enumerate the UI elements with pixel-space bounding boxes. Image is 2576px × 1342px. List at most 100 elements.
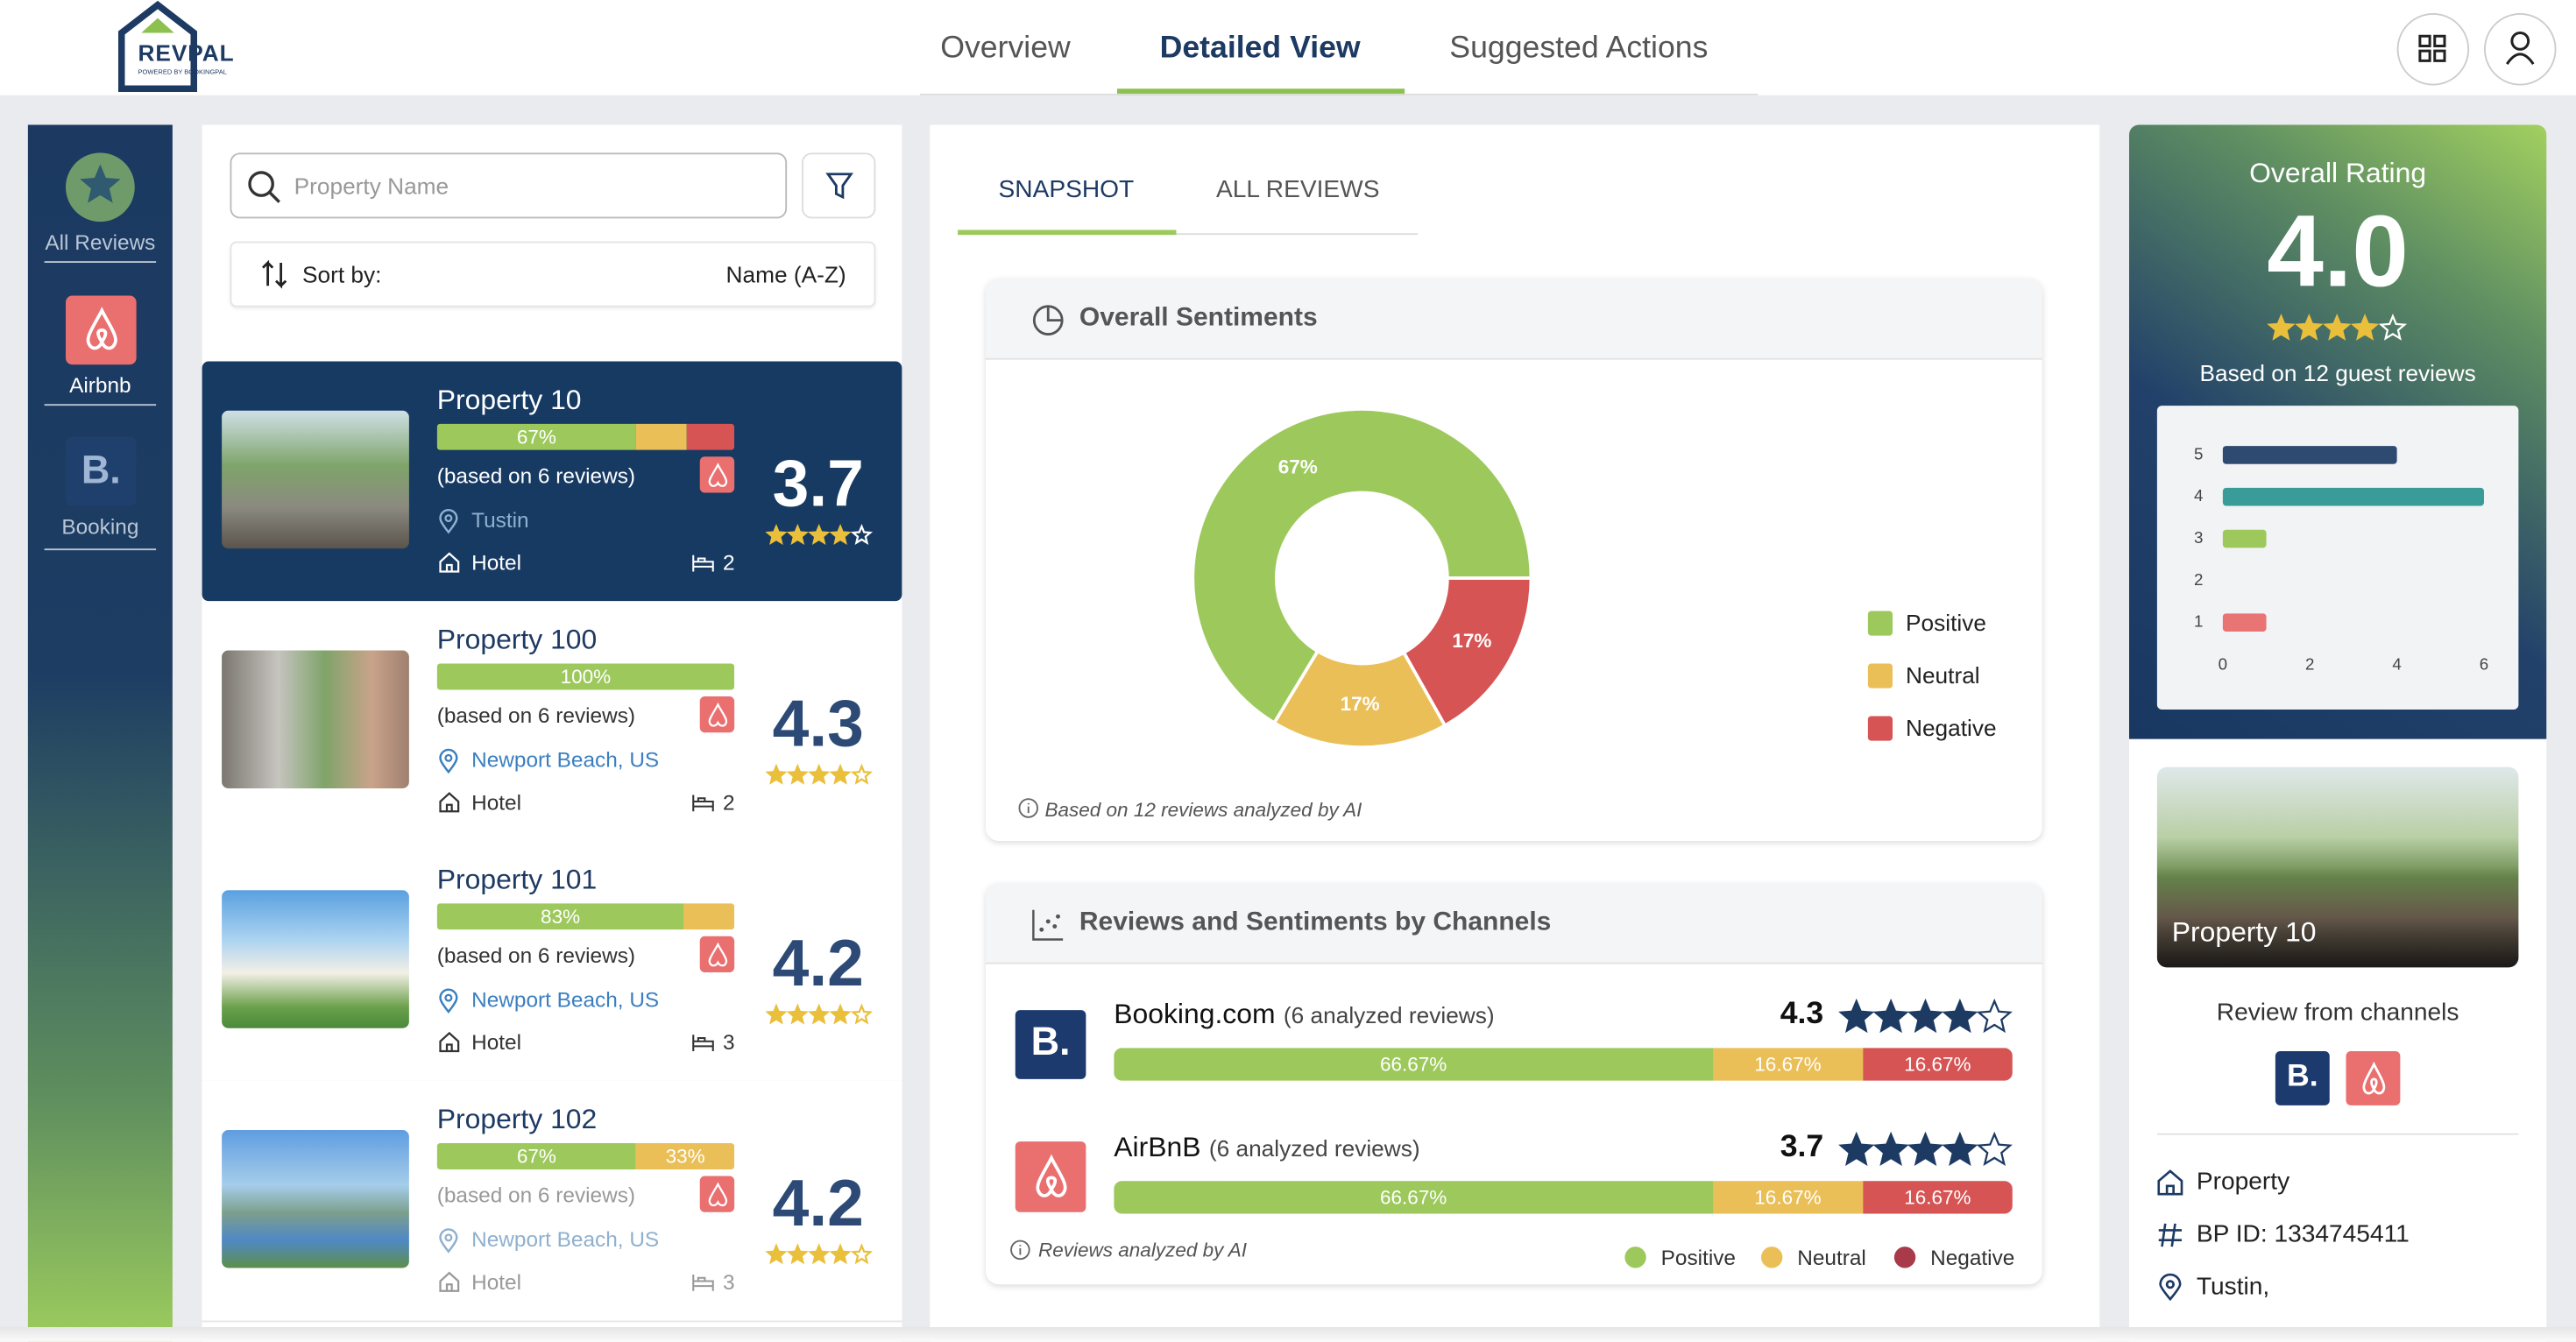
legend-label: Negative: [1930, 1245, 2015, 1270]
sentiment-segment: [636, 423, 687, 450]
sidebar-item[interactable]: [44, 152, 157, 263]
pin-dot: [444, 993, 453, 1002]
location: Tustin: [471, 507, 529, 533]
sentiment-card: Overall Sentiments Based on 12 reviews a…: [986, 279, 2042, 841]
bed-icon: [692, 795, 714, 812]
booking-logo: [1015, 1010, 1086, 1079]
home-icon: [439, 1031, 460, 1053]
sentiment-segment: 33%: [636, 1143, 735, 1169]
rooms: 2: [723, 789, 735, 815]
sentiment-bar: 67% 33%: [436, 1143, 735, 1169]
star-filled: [1872, 998, 1909, 1034]
rooms: 3: [723, 1029, 735, 1055]
detail-tab[interactable]: ALL REVIEWS: [1215, 175, 1380, 204]
location: Newport Beach, US: [471, 747, 660, 773]
filter-button[interactable]: [802, 152, 876, 219]
property-photo: [222, 410, 409, 549]
apps-button[interactable]: [2396, 13, 2470, 86]
profile-button[interactable]: [2484, 13, 2557, 86]
channel-name: AirBnB (6 analyzed reviews): [1114, 1132, 1419, 1165]
detail-tab[interactable]: SNAPSHOT: [998, 175, 1135, 204]
stars: [1838, 998, 2013, 1034]
detail-icon: [2159, 1273, 2182, 1302]
x-tick-label: 2: [2305, 654, 2314, 673]
card-title: Overall Sentiments: [1079, 303, 1318, 332]
donut-chart: 67% 17% 17%: [1191, 407, 1533, 749]
chart-note: Based on 12 reviews analyzed by AI: [1044, 798, 1362, 822]
pin: [439, 988, 458, 1014]
nav-tab[interactable]: Overview: [940, 31, 1071, 66]
star-filled: [808, 1243, 831, 1265]
sort-control[interactable]: Sort by: Name (A-Z): [230, 241, 876, 307]
y-tick-label: 4: [2194, 486, 2203, 505]
stars: [2267, 314, 2408, 341]
slice-label: 67%: [1278, 456, 1318, 477]
sidebar-item[interactable]: [44, 437, 157, 551]
channel-sentiment-bar: 66.67% 16.67% 16.67%: [1114, 1048, 2013, 1081]
home: [439, 1031, 460, 1053]
segment-label: 67%: [516, 1144, 556, 1169]
property-kind: Hotel: [471, 550, 522, 576]
channel-count: (6 analyzed reviews): [1283, 1001, 1495, 1028]
airbnb-glyph: [86, 307, 117, 350]
bed: [692, 795, 714, 812]
home: [439, 792, 460, 813]
star-filled: [786, 1003, 809, 1025]
tab-underline: [1117, 88, 1405, 95]
bed-icon: [692, 1275, 714, 1291]
airbnb-badge: [699, 696, 735, 733]
divider: [2156, 1133, 2519, 1135]
legend-swatch: [1867, 611, 1893, 636]
bar: [2222, 487, 2484, 506]
property-photo: [222, 890, 409, 1028]
star-filled: [1872, 1131, 1909, 1166]
star-filled: [1838, 998, 1875, 1034]
star-filled: [786, 523, 809, 545]
pin-icon: [439, 748, 458, 774]
y-tick-label: 2: [2194, 570, 2203, 589]
star-empty: [1976, 998, 2013, 1034]
home: [439, 552, 460, 573]
bar: [2222, 613, 2267, 632]
home-icon: [439, 792, 460, 813]
channel-name-text: AirBnB: [1114, 1131, 1201, 1163]
legend-dot: [1893, 1247, 1916, 1268]
airbnb-glyph: [708, 702, 728, 727]
detail-icon: [2157, 1169, 2183, 1196]
channel-name: Booking.com (6 analyzed reviews): [1114, 999, 1494, 1032]
nav-tab[interactable]: Detailed View: [1159, 31, 1361, 66]
glyph: [708, 463, 728, 487]
property-rating: 4.2: [772, 928, 864, 1000]
donut-slice: [1191, 407, 1533, 725]
star-filled: [1838, 1131, 1875, 1166]
detail-text: Property: [2196, 1168, 2290, 1196]
airbnb-badge: [699, 1176, 735, 1212]
bottom-edge: [0, 1327, 2576, 1342]
glyph: [2159, 1273, 2182, 1302]
legend-label: Positive: [1906, 609, 1986, 636]
channel-rating: 3.7: [1780, 1130, 1824, 1165]
sentiment-bar: 83%: [436, 903, 735, 930]
pin: [439, 508, 458, 534]
sidebar-item[interactable]: [44, 296, 157, 406]
star-empty: [2378, 314, 2408, 341]
pin-dot: [444, 514, 453, 523]
sort-label: Sort by:: [302, 261, 382, 288]
card-title: Reviews and Sentiments by Channels: [1079, 908, 1552, 936]
property-name: Property 101: [436, 864, 598, 895]
channels-label: Review from channels: [2216, 999, 2459, 1027]
logo-text: REVPAL: [138, 39, 235, 66]
property-photo: [222, 650, 409, 788]
star-empty: [850, 1003, 874, 1025]
bed-icon: [692, 554, 714, 572]
property-name: Property 10: [436, 384, 582, 416]
slice-label: 17%: [1452, 630, 1491, 652]
search-box[interactable]: Property Name: [230, 152, 788, 219]
overall-subtitle: Based on 12 guest reviews: [2199, 359, 2476, 386]
bar: [2222, 529, 2267, 548]
nav-tab[interactable]: Suggested Actions: [1449, 31, 1709, 66]
segment-label: 33%: [665, 1144, 705, 1169]
sentiment-segment: 66.67%: [1114, 1048, 1713, 1081]
booking-icon-text: B.: [81, 448, 121, 493]
